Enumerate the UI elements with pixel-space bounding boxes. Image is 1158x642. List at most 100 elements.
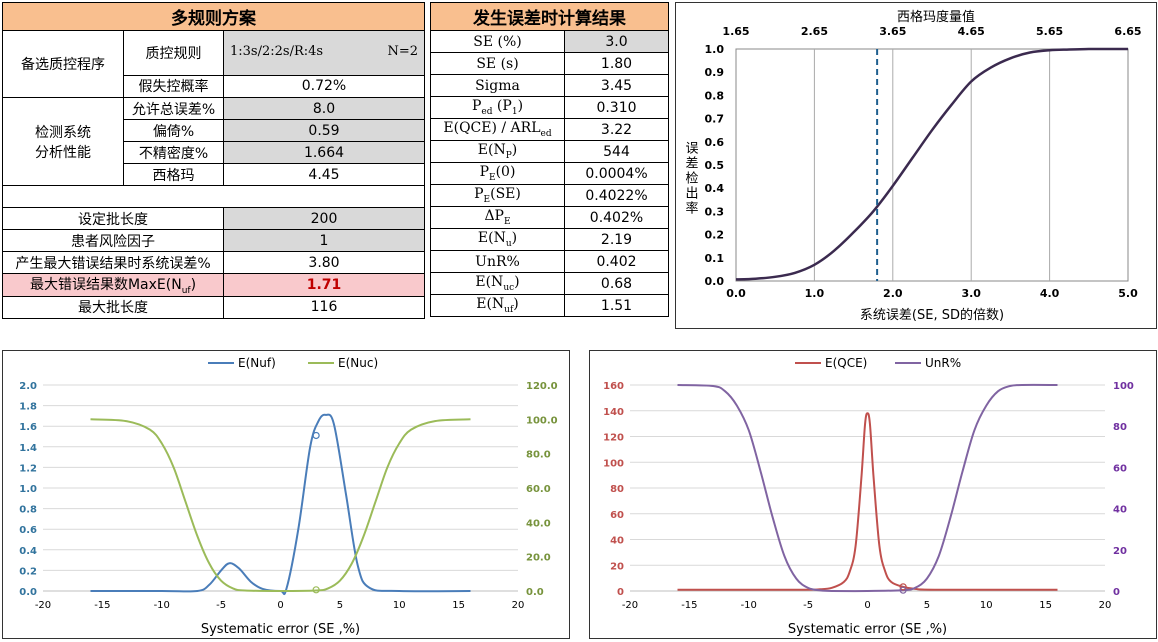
- x-tick-label: 5: [337, 600, 343, 611]
- x-tick-label: -20: [622, 600, 638, 611]
- result-value: 0.68: [564, 272, 669, 295]
- max-nuf-label-sub: uf: [181, 285, 191, 296]
- top-tick-label: 4.65: [958, 25, 985, 38]
- y-tick-label: 0.5: [705, 159, 725, 172]
- x-tick-label: 20: [512, 600, 525, 611]
- result-label-text: P: [474, 186, 484, 203]
- result-label-text: P: [471, 98, 482, 115]
- y-right-tick-label: 20: [1113, 546, 1127, 557]
- result-label: Sigma: [430, 74, 565, 97]
- x-tick-label: 10: [980, 600, 993, 611]
- qc-rule-label: 质控规则: [123, 30, 224, 76]
- result-label-text: E(N: [477, 230, 506, 247]
- false-reject-value: 0.72%: [223, 74, 425, 99]
- qc-rule-value: 1:3s/2:2s/R:4s: [230, 44, 324, 59]
- y-left-tick-label: 60: [610, 510, 624, 521]
- result-label: E(Nuf): [430, 294, 565, 317]
- bias-label: 偏倚%: [123, 119, 224, 142]
- y-right-tick-label: 100.0: [526, 415, 558, 426]
- series-line-1: [677, 383, 1058, 593]
- result-label-text: SE (%): [473, 33, 522, 50]
- sigma-chart-panel: 0.0 0.1 0.2 0.3 0.4 0.5 0.6 0.7 0.8 0.9 1.0 0.0 1.0 2…: [675, 2, 1157, 329]
- x-tick-label: -15: [94, 600, 110, 611]
- data-marker: [312, 431, 320, 440]
- y-tick-label: 1.0: [705, 43, 725, 56]
- result-value: 1.51: [564, 294, 669, 317]
- x-tick-label: 1.0: [805, 287, 825, 300]
- top-tick-label: 2.65: [801, 25, 828, 38]
- x-tick-label: -5: [803, 600, 813, 611]
- max-se-value: 3.80: [223, 251, 425, 274]
- result-table: 发生误差时计算结果 SE (%) 3.0 SE (s) 1.80 Sigma 3.45 Pe…: [430, 2, 669, 317]
- y-left-tick-label: 80: [610, 484, 624, 495]
- y-left-tick-label: 0.8: [19, 505, 37, 516]
- y-left-tick-label: 160: [603, 381, 624, 392]
- y-right-tick-label: 40: [1113, 505, 1127, 516]
- result-label: PE(0): [430, 162, 565, 185]
- result-label-text: ΔP: [484, 208, 504, 225]
- result-label: SE (%): [430, 30, 565, 53]
- top-tick-label: 6.65: [1114, 25, 1141, 38]
- x-tick-label: -10: [154, 600, 170, 611]
- y-tick-label: 0.4: [705, 182, 725, 195]
- x-tick-label: 20: [1099, 600, 1112, 611]
- y-tick-label: 0.8: [705, 89, 725, 102]
- result-label-sub: P: [505, 150, 512, 161]
- x-axis-title: Systematic error (SE ,%): [201, 622, 360, 637]
- plot-area: [735, 48, 1129, 282]
- y-tick-label: 0.9: [705, 66, 725, 79]
- tea-label: 允许总误差%: [123, 97, 224, 120]
- series-line-1: [90, 418, 471, 593]
- result-label-text: ): [517, 98, 524, 115]
- result-value: 3.0: [564, 30, 669, 53]
- y-left-tick-label: 1.4: [19, 443, 37, 454]
- legend-entry: E(Nuc): [338, 356, 378, 370]
- result-label-sub: 1: [511, 106, 518, 117]
- rule-table-title: 多规则方案: [2, 2, 425, 31]
- y-right-tick-label: 120.0: [526, 381, 558, 392]
- y-left-tick-label: 1.0: [19, 484, 37, 495]
- y-left-tick-label: 0: [617, 587, 624, 598]
- x-tick-label: 3.0: [961, 287, 981, 300]
- nuf-chart-panel: 0.0 0.2 0.4 0.6 0.8 1.0 1.2 1.4 1.6 1.8 2.0 0.0 20.0…: [2, 350, 570, 639]
- system-label-2: 分析性能: [35, 144, 91, 161]
- y-left-tick-label: 120: [603, 433, 624, 444]
- y-left-tick-label: 0.6: [19, 525, 37, 536]
- candidate-label: 备选质控程序: [2, 30, 124, 98]
- result-table-title: 发生误差时计算结果: [430, 2, 669, 31]
- x-tick-label: -10: [741, 600, 757, 611]
- system-label: 检测系统 分析性能: [2, 97, 124, 186]
- max-nuf-value: 1.71: [223, 273, 425, 297]
- y-left-tick-label: 1.6: [19, 422, 37, 433]
- top-tick-label: 1.65: [722, 25, 749, 38]
- series-line: [735, 47, 1128, 281]
- result-value: 0.4022%: [564, 184, 669, 207]
- result-label-sub: uf: [504, 304, 514, 315]
- result-label-text: (P: [492, 98, 512, 115]
- result-value: 1.80: [564, 52, 669, 75]
- result-label-sub: ed: [481, 106, 493, 117]
- x-tick-label: 0: [277, 600, 283, 611]
- result-label-text: (SE): [490, 186, 521, 203]
- data-marker: [312, 586, 320, 594]
- y-left-tick-label: 40: [610, 536, 624, 547]
- y-tick-label: 0.7: [705, 113, 725, 126]
- batch-value: 200: [223, 207, 425, 230]
- result-label-sub: E: [489, 172, 496, 183]
- y-left-tick-label: 20: [610, 561, 624, 572]
- bias-value: 0.59: [223, 119, 425, 142]
- result-value: 3.22: [564, 118, 669, 141]
- y-right-tick-label: 0.0: [526, 587, 544, 598]
- result-label-sub: uc: [503, 282, 515, 293]
- x-tick-label: 5: [924, 600, 930, 611]
- result-label-text: SE (s): [476, 55, 519, 72]
- series-line-0: [90, 413, 471, 596]
- result-label: SE (s): [430, 52, 565, 75]
- result-label-text: ): [511, 230, 518, 247]
- max-nuf-label: 最大错误结果数MaxE(Nuf): [2, 273, 224, 297]
- result-label-sub: E: [483, 194, 491, 205]
- x-tick-label: -5: [216, 600, 226, 611]
- max-nuf-label-close: ): [190, 277, 197, 293]
- y-right-tick-label: 40.0: [526, 518, 551, 529]
